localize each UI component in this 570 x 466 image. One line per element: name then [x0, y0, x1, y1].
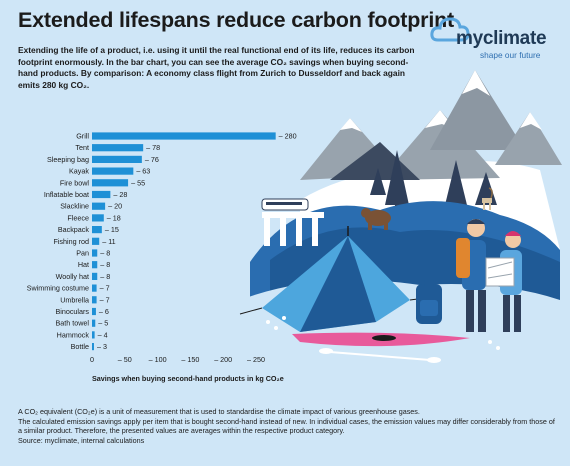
value-label: – 6	[99, 307, 109, 316]
ibex	[482, 187, 493, 210]
category-label: Bath towel	[55, 319, 89, 328]
category-label: Swimming costume	[27, 284, 89, 293]
intro-text: Extending the life of a product, i.e. us…	[18, 45, 415, 90]
value-label: – 8	[100, 260, 110, 269]
category-label: Fleece	[67, 213, 89, 222]
bar	[92, 261, 98, 269]
category-label: Hat	[78, 260, 89, 269]
hikers	[456, 219, 522, 332]
category-labels: Grill Tent Sleeping bag Kayak Fire bowl Infla…	[27, 132, 90, 352]
value-label: – 7	[100, 284, 110, 293]
myclimate-logo: myclimate shape our future	[430, 14, 562, 60]
bar	[92, 249, 98, 257]
bear	[361, 208, 391, 230]
value-label: – 18	[107, 213, 121, 222]
category-label: Slackline	[60, 202, 89, 211]
category-label: Grill	[76, 132, 89, 141]
value-label: – 76	[145, 155, 159, 164]
bar	[92, 331, 95, 339]
value-label: – 78	[146, 143, 160, 152]
bar	[92, 343, 94, 351]
kayak	[292, 332, 470, 363]
value-label: – 4	[98, 330, 108, 339]
bar	[92, 167, 134, 175]
bar	[92, 284, 97, 292]
bar	[92, 132, 276, 140]
backpack	[416, 280, 442, 324]
category-label: Binoculars	[55, 307, 89, 316]
bar	[92, 190, 111, 199]
flowers	[266, 316, 500, 350]
x-axis-ticks: 0 – 50 – 100 – 150 – 200 – 250	[90, 355, 265, 364]
category-label: Inflatable boat	[44, 190, 89, 199]
value-label: – 7	[100, 295, 110, 304]
page-title: Extended lifespans reduce carbon footpri…	[18, 8, 455, 32]
category-label: Kayak	[69, 167, 89, 176]
category-label: Pan	[76, 249, 89, 258]
category-label: Backpack	[58, 225, 90, 234]
footer-line-source: Source: myclimate, internal calculations	[18, 435, 145, 445]
bar	[92, 319, 96, 327]
value-labels: – 280 – 78 – 76 – 63 – 55 – 28 – 20 – 18 – 15 – 1…	[97, 132, 297, 352]
value-label: – 15	[105, 225, 119, 234]
category-label: Fishing rod	[53, 237, 89, 246]
logo-tagline: shape our future	[480, 50, 541, 60]
bar	[92, 202, 106, 210]
value-label: – 3	[97, 342, 107, 351]
x-tick-label: – 100	[149, 355, 167, 364]
cloud-icon	[430, 17, 470, 42]
value-label: – 20	[108, 202, 122, 211]
mountains	[300, 70, 562, 180]
value-label: – 28	[113, 190, 127, 199]
tent	[239, 226, 426, 332]
value-label: – 63	[136, 167, 150, 176]
category-label: Woolly hat	[56, 272, 89, 281]
x-tick-label: – 200	[214, 355, 232, 364]
viaduct	[261, 198, 324, 246]
value-label: – 8	[100, 272, 110, 281]
footer-line-method: The calculated emission savings apply pe…	[18, 416, 555, 436]
logo-name: myclimate	[456, 28, 547, 49]
bar	[92, 144, 144, 152]
bar	[92, 237, 100, 245]
value-label: – 280	[279, 132, 297, 141]
pine-trees	[370, 150, 497, 213]
bar	[92, 272, 98, 280]
x-axis-label: Savings when buying second-hand products…	[92, 374, 284, 383]
bar	[92, 226, 102, 234]
x-tick-label: – 250	[247, 355, 265, 364]
category-label: Bottle	[71, 342, 89, 351]
value-label: – 11	[102, 237, 115, 246]
category-label: Tent	[75, 143, 89, 152]
x-tick-label: 0	[90, 355, 94, 364]
bar	[92, 214, 104, 222]
bar	[92, 155, 142, 163]
value-label: – 55	[131, 178, 145, 187]
value-label: – 5	[98, 319, 108, 328]
category-label: Hammock	[57, 330, 90, 339]
footer-notes: A CO₂ equivalent (CO₂e) is a unit of mea…	[18, 407, 558, 445]
category-label: Fire bowl	[60, 178, 90, 187]
bar	[92, 179, 129, 187]
footer-line-co2e: A CO₂ equivalent (CO₂e) is a unit of mea…	[18, 407, 420, 416]
x-tick-label: – 150	[181, 355, 199, 364]
category-label: Sleeping bag	[47, 155, 89, 164]
bar	[92, 296, 97, 304]
bar	[92, 307, 96, 316]
value-label: – 8	[100, 249, 110, 258]
x-tick-label: – 50	[118, 355, 132, 364]
bars	[92, 132, 276, 351]
category-label: Umbrella	[60, 295, 89, 304]
